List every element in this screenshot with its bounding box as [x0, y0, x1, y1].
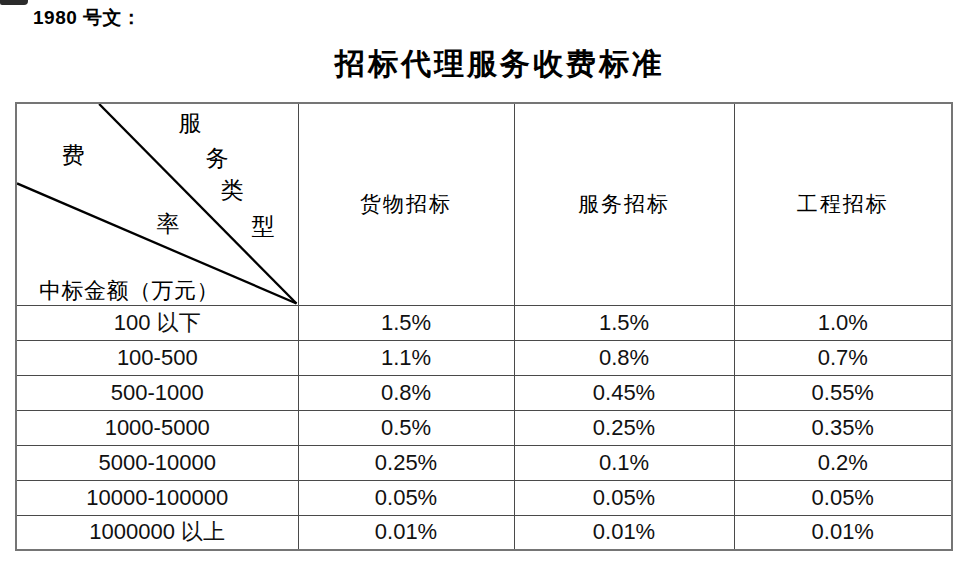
engineering-rate-cell: 0.7%	[734, 340, 952, 375]
table-header-row: 服 费 务 类 率 型 中标金额（万元） 货物招标 服务招标 工程招标	[16, 103, 952, 305]
goods-rate-cell: 1.1%	[298, 340, 514, 375]
fee-rate-char: 率	[157, 213, 180, 236]
engineering-rate-cell: 0.01%	[734, 515, 952, 550]
table-row: 10000-100000 0.05% 0.05% 0.05%	[16, 480, 952, 515]
services-rate-cell: 0.8%	[514, 340, 734, 375]
services-rate-cell: 0.05%	[514, 480, 734, 515]
goods-rate-cell: 1.5%	[298, 305, 514, 340]
service-type-char: 服	[179, 112, 202, 135]
amount-range-cell: 5000-10000	[16, 445, 298, 480]
table-row: 500-1000 0.8% 0.45% 0.55%	[16, 375, 952, 410]
services-rate-cell: 0.1%	[514, 445, 734, 480]
table-row: 1000-5000 0.5% 0.25% 0.35%	[16, 410, 952, 445]
window-corner-artifact	[0, 0, 28, 5]
goods-rate-cell: 0.05%	[298, 480, 514, 515]
amount-axis-label: 中标金额（万元）	[39, 276, 219, 305]
amount-range-cell: 1000000 以上	[16, 515, 298, 550]
goods-rate-cell: 0.01%	[298, 515, 514, 550]
goods-rate-cell: 0.25%	[298, 445, 514, 480]
amount-range-cell: 500-1000	[16, 375, 298, 410]
engineering-rate-cell: 0.55%	[734, 375, 952, 410]
service-type-char: 类	[221, 179, 244, 202]
services-rate-cell: 0.01%	[514, 515, 734, 550]
table-row: 100 以下 1.5% 1.5% 1.0%	[16, 305, 952, 340]
table-row: 5000-10000 0.25% 0.1% 0.2%	[16, 445, 952, 480]
goods-rate-cell: 0.8%	[298, 375, 514, 410]
amount-range-cell: 100-500	[16, 340, 298, 375]
engineering-rate-cell: 1.0%	[734, 305, 952, 340]
amount-range-cell: 100 以下	[16, 305, 298, 340]
engineering-rate-cell: 0.05%	[734, 480, 952, 515]
diagonal-header-cell: 服 费 务 类 率 型 中标金额（万元）	[16, 103, 298, 305]
services-rate-cell: 1.5%	[514, 305, 734, 340]
goods-rate-cell: 0.5%	[298, 410, 514, 445]
column-header-services: 服务招标	[514, 103, 734, 305]
amount-range-cell: 1000-5000	[16, 410, 298, 445]
engineering-rate-cell: 0.35%	[734, 410, 952, 445]
table-row: 100-500 1.1% 0.8% 0.7%	[16, 340, 952, 375]
table-row: 1000000 以上 0.01% 0.01% 0.01%	[16, 515, 952, 550]
services-rate-cell: 0.25%	[514, 410, 734, 445]
service-type-char: 务	[206, 147, 229, 170]
page-title: 招标代理服务收费标准	[0, 44, 976, 85]
doc-reference: 1980 号文：	[33, 5, 142, 31]
engineering-rate-cell: 0.2%	[734, 445, 952, 480]
fee-table: 服 费 务 类 率 型 中标金额（万元） 货物招标 服务招标 工程招标 100 …	[15, 102, 953, 551]
column-header-engineering: 工程招标	[734, 103, 952, 305]
services-rate-cell: 0.45%	[514, 375, 734, 410]
diagonal-lines-graphic	[17, 104, 298, 305]
amount-range-cell: 10000-100000	[16, 480, 298, 515]
fee-rate-char: 费	[62, 144, 85, 167]
column-header-goods: 货物招标	[298, 103, 514, 305]
service-type-char: 型	[252, 215, 275, 238]
